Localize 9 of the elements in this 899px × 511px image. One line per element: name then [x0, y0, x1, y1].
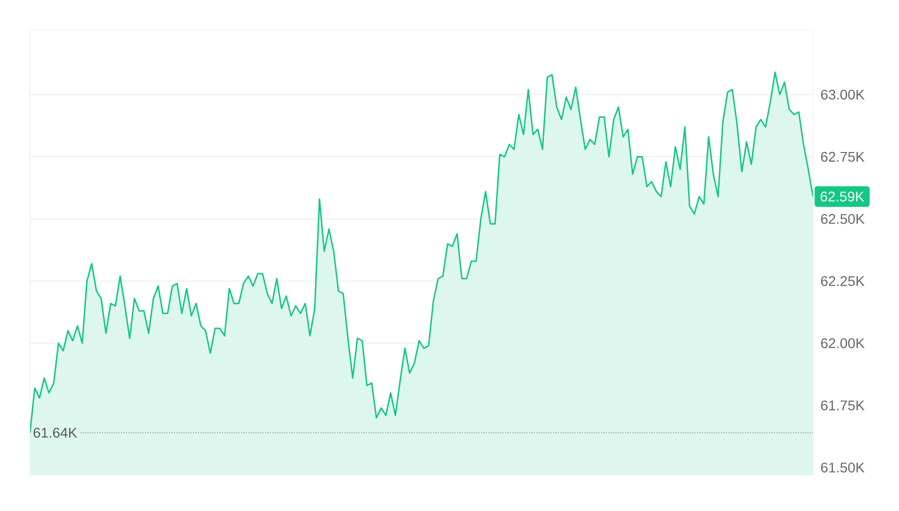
y-tick-label: 62.75K	[821, 152, 865, 162]
y-tick-label: 63.00K	[821, 90, 865, 100]
y-tick-label: 61.50K	[821, 462, 865, 473]
y-tick-label: 62.50K	[821, 214, 865, 224]
y-tick-label: 62.00K	[821, 338, 865, 348]
y-tick-label: 62.25K	[821, 276, 865, 286]
ref-line-label: 61.64K	[34, 428, 78, 438]
text: 62.59K	[820, 192, 864, 202]
y-tick-label: 61.75K	[821, 400, 865, 410]
